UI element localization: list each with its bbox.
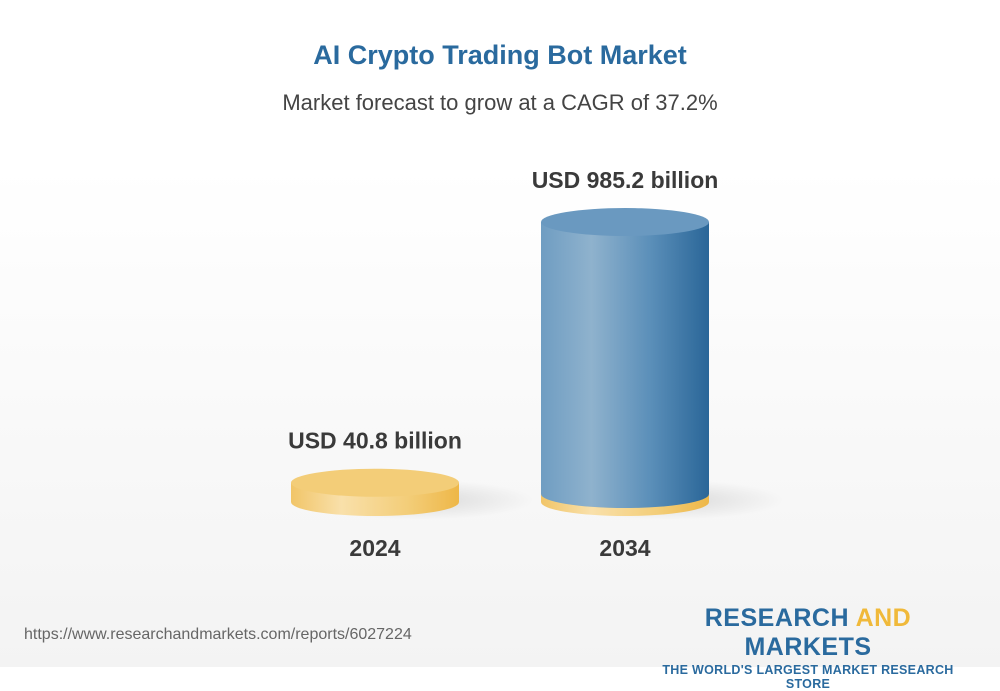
bar-2024-top [291,468,459,497]
data-label-2024: USD 40.8 billion [288,428,462,454]
data-label-2034: USD 985.2 billion [532,167,719,193]
source-url[interactable]: https://www.researchandmarkets.com/repor… [24,626,412,643]
chart-subtitle: Market forecast to grow at a CAGR of 37.… [282,90,718,115]
bar-2034-top [541,208,709,236]
chart-title: AI Crypto Trading Bot Market [313,40,687,70]
category-label-2024: 2024 [349,535,400,561]
cylinder-chart: USD 40.8 billion 2024 USD 985.2 billion 203… [288,167,784,561]
bar-2034-body [541,222,709,508]
research-and-markets-logo: RESEARCH AND MARKETS THE WORLD'S LARGEST… [662,604,954,691]
category-label-2034: 2034 [599,535,650,561]
